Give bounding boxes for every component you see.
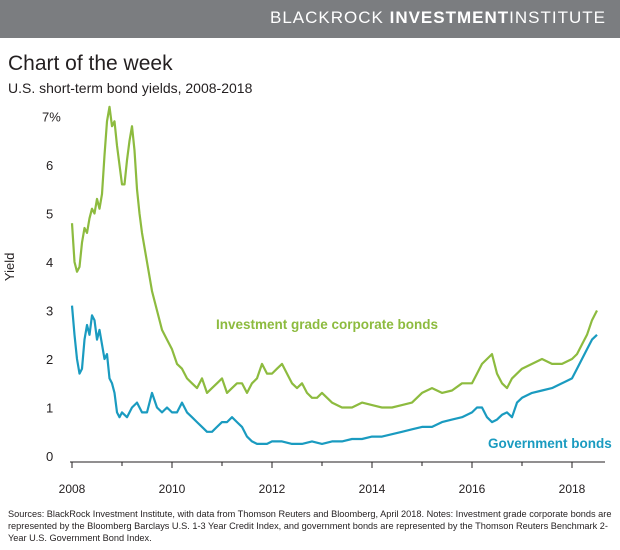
y-tick-label: 5: [46, 207, 53, 222]
footnote: Sources: BlackRock Investment Institute,…: [8, 509, 612, 543]
brand-bold: INVESTMENT: [389, 8, 510, 27]
brand-logo: BLACKROCK INVESTMENTINSTITUTE: [270, 8, 606, 28]
y-tick-label: 0: [46, 449, 53, 464]
y-tick-label: 6: [46, 158, 53, 173]
y-tick-label: 4: [46, 255, 53, 270]
header-bar: BLACKROCK INVESTMENTINSTITUTE: [0, 0, 620, 38]
series-label-corporate: Investment grade corporate bonds: [216, 317, 438, 332]
page-title: Chart of the week: [8, 52, 173, 75]
brand-light-2: INSTITUTE: [509, 8, 606, 27]
y-tick-label: 7%: [42, 110, 61, 125]
y-tick-label: 1: [46, 401, 53, 416]
page-subtitle: U.S. short-term bond yields, 2008-2018: [8, 80, 253, 96]
x-tick-label: 2012: [259, 482, 286, 496]
y-tick-label: 2: [46, 352, 53, 367]
y-axis-title: Yield: [2, 253, 17, 281]
x-tick-label: 2018: [559, 482, 586, 496]
series-label-government: Government bonds: [488, 436, 612, 451]
x-tick-label: 2010: [159, 482, 186, 496]
x-tick-label: 2014: [359, 482, 386, 496]
x-tick-label: 2016: [459, 482, 486, 496]
x-tick-label: 2008: [59, 482, 86, 496]
corporate-bonds-line: [70, 105, 598, 409]
yield-line-chart: 2008 2010 2012 2014 2016 2018 0 1 2 3 4 5 6 7% Yield In…: [2, 105, 612, 496]
government-bonds-line: [70, 305, 598, 445]
y-tick-label: 3: [46, 304, 53, 319]
brand-light: BLACKROCK: [269, 8, 384, 27]
